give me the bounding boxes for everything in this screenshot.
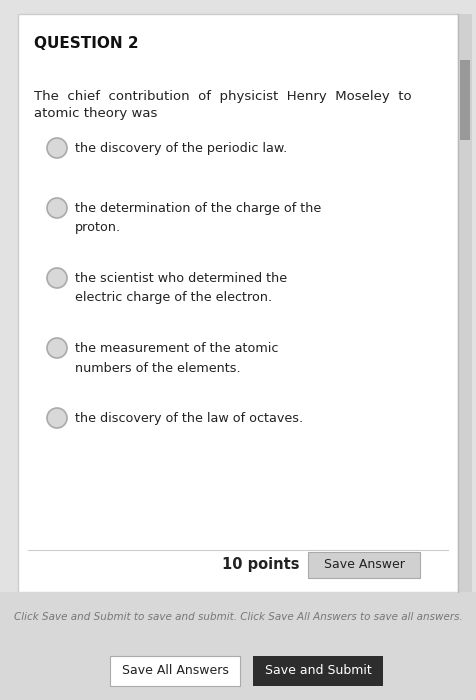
FancyBboxPatch shape [252,656,382,686]
Text: The  chief  contribution  of  physicist  Henry  Moseley  to: The chief contribution of physicist Henr… [34,90,411,103]
Circle shape [47,408,67,428]
Bar [457,14,471,592]
Circle shape [47,268,67,288]
Circle shape [47,198,67,218]
Text: Save Answer: Save Answer [323,559,404,571]
Text: Save All Answers: Save All Answers [121,664,228,678]
Text: the discovery of the law of octaves.: the discovery of the law of octaves. [75,412,302,425]
Bar [0,592,476,700]
Text: Click Save and Submit to save and submit. Click Save All Answers to save all ans: Click Save and Submit to save and submit… [14,612,461,622]
Text: 10 points: 10 points [222,556,299,571]
Text: Save and Submit: Save and Submit [264,664,371,678]
Circle shape [47,338,67,358]
Text: the measurement of the atomic
numbers of the elements.: the measurement of the atomic numbers of… [75,342,278,375]
Text: the discovery of the periodic law.: the discovery of the periodic law. [75,142,287,155]
Text: the determination of the charge of the
proton.: the determination of the charge of the p… [75,202,320,234]
FancyBboxPatch shape [110,656,239,686]
Text: atomic theory was: atomic theory was [34,107,157,120]
Bar [459,60,469,140]
FancyBboxPatch shape [18,14,457,592]
FancyBboxPatch shape [307,552,419,578]
Text: the scientist who determined the
electric charge of the electron.: the scientist who determined the electri… [75,272,287,304]
Text: QUESTION 2: QUESTION 2 [34,36,139,51]
Circle shape [47,138,67,158]
